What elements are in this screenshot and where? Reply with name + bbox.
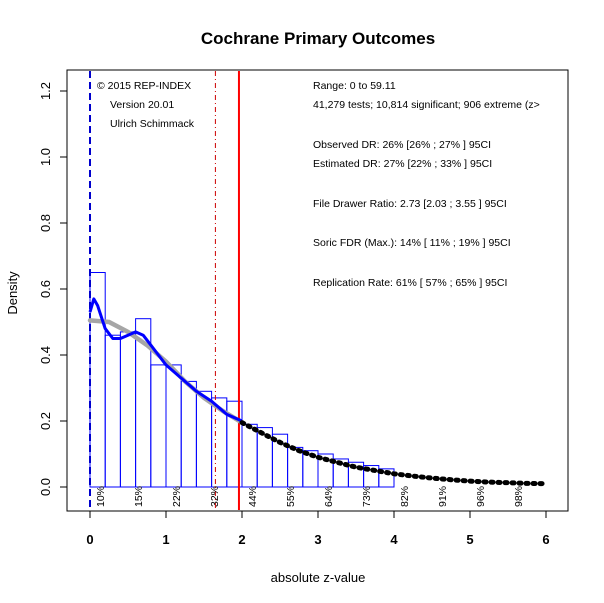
annotation-text: Range: 0 to 59.11 — [313, 80, 396, 92]
histogram-bar — [119, 331, 137, 488]
percent-label: 44% — [247, 486, 259, 507]
percent-label: 82% — [399, 486, 411, 507]
density-curves — [87, 297, 549, 487]
annotation-text: 41,279 tests; 10,814 significant; 906 ex… — [313, 99, 540, 111]
annotation-text: Replication Rate: 61% [ 57% ; 65% ] 95CI — [313, 277, 507, 289]
annotation-text: Ulrich Schimmack — [110, 118, 195, 130]
percent-label: 22% — [171, 486, 183, 507]
histogram-bar — [378, 468, 395, 488]
x-axis: 0 1 2 3 4 5 6 — [86, 510, 550, 547]
percent-labels: 10% 15% 22% 32% 44% 55% 64% 73% 82% 91% 96% 98% — [95, 486, 525, 507]
annotation-text: Version 20.01 — [110, 99, 174, 111]
annotation-text: © 2015 REP-INDEX — [97, 80, 191, 92]
histogram-bar — [150, 364, 167, 488]
y-tick-label: 0.0 — [38, 478, 53, 496]
histogram-bar — [165, 364, 182, 488]
annotation-text: Observed DR: 26% [26% ; 27% ] 95CI — [313, 139, 491, 151]
annotation-text: Estimated DR: 27% [22% ; 33% ] 95CI — [313, 158, 492, 170]
histogram-bar — [104, 334, 121, 488]
y-tick-label: 0.8 — [38, 214, 53, 232]
histogram-bar — [195, 390, 213, 488]
annotation-text: Soric FDR (Max.): 14% [ 11% ; 19% ] 95CI — [313, 237, 511, 249]
x-tick-label: 0 — [86, 532, 93, 547]
x-tick-label: 1 — [162, 532, 169, 547]
percent-label: 55% — [285, 486, 297, 507]
x-axis-title: absolute z-value — [271, 570, 366, 585]
x-tick-label: 4 — [390, 532, 398, 547]
black-fit-curve — [239, 420, 549, 487]
percent-label: 10% — [95, 486, 107, 507]
plot-frame — [66, 69, 569, 512]
y-tick-label: 0.2 — [38, 412, 53, 430]
percent-label: 73% — [361, 486, 373, 507]
percent-label: 96% — [475, 486, 487, 507]
histogram-bar — [241, 423, 258, 488]
y-axis-title: Density — [5, 271, 20, 315]
y-tick-label: 0.4 — [38, 346, 53, 364]
percent-label: 32% — [209, 486, 221, 507]
x-tick-label: 3 — [314, 532, 321, 547]
kernel-density-curve — [88, 297, 243, 423]
x-tick-label: 6 — [542, 532, 549, 547]
y-axis: 0.0 0.2 0.4 0.6 0.8 1.0 1.2 — [38, 82, 68, 496]
y-tick-label: 0.6 — [38, 280, 53, 298]
y-tick-label: 1.2 — [38, 82, 53, 100]
percent-label: 98% — [513, 486, 525, 507]
x-tick-label: 5 — [466, 532, 473, 547]
x-tick-label: 2 — [238, 532, 245, 547]
percent-label: 91% — [437, 486, 449, 507]
histogram-bar — [180, 380, 197, 488]
left-annotations: © 2015 REP-INDEX Version 20.01 Ulrich Schi… — [97, 80, 195, 130]
annotation-text: File Drawer Ratio: 2.73 [2.03 ; 3.55 ] 9… — [313, 198, 507, 210]
percent-label: 15% — [133, 486, 145, 507]
percent-label: 64% — [323, 486, 335, 507]
chart-title: Cochrane Primary Outcomes — [201, 29, 435, 48]
right-annotations: Range: 0 to 59.11 41,279 tests; 10,814 si… — [313, 80, 540, 289]
histogram-bars — [89, 272, 395, 488]
y-tick-label: 1.0 — [38, 148, 53, 166]
reference-lines — [89, 71, 240, 510]
